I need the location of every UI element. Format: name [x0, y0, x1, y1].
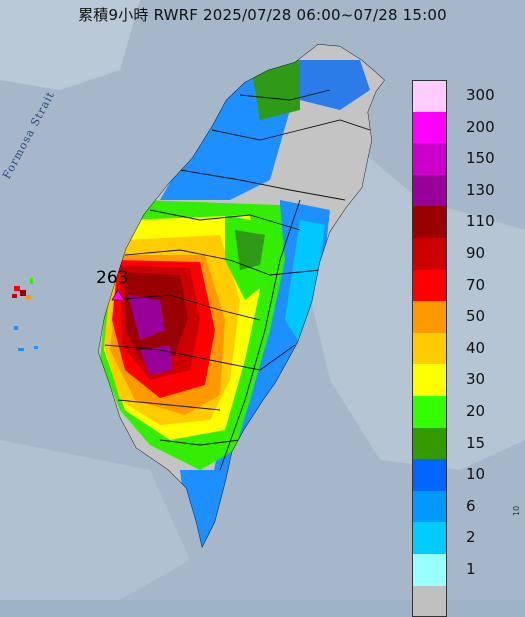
corner-mark: 10: [512, 506, 521, 516]
legend-label: 150: [466, 149, 495, 167]
legend-swatch: [412, 364, 447, 396]
map-title: 累積9小時 RWRF 2025/07/28 06:00~07/28 15:00: [0, 4, 525, 25]
legend-swatch: [412, 238, 447, 270]
legend-colorbar: [412, 80, 452, 617]
max-value-label: 263: [96, 268, 128, 288]
legend-label: 15: [466, 434, 485, 452]
legend-label: 90: [466, 244, 485, 262]
legend-label: 2: [466, 528, 476, 546]
legend-label: 10: [466, 465, 485, 483]
legend-swatch: [412, 80, 447, 112]
legend-label: 50: [466, 307, 485, 325]
legend-label: 6: [466, 497, 476, 515]
legend-swatch: [412, 206, 447, 238]
legend-swatch: [412, 396, 447, 428]
legend-swatch: [412, 522, 447, 554]
legend-swatch: [412, 459, 447, 491]
legend-label: 110: [466, 212, 495, 230]
legend-swatch: [412, 175, 447, 207]
legend-swatch: [412, 554, 447, 586]
legend-swatch: [412, 333, 447, 365]
legend-label: 20: [466, 402, 485, 420]
legend-label: 40: [466, 339, 485, 357]
legend-label: 200: [466, 118, 495, 136]
legend-swatch: [412, 143, 447, 175]
legend-label: 30: [466, 370, 485, 388]
legend-swatch: [412, 491, 447, 523]
legend-label: 300: [466, 86, 495, 104]
legend-swatch: [412, 301, 447, 333]
legend-swatch: [412, 112, 447, 144]
legend-label: 1: [466, 560, 476, 578]
legend-label: 70: [466, 276, 485, 294]
legend-label: 130: [466, 181, 495, 199]
legend-swatch: [412, 586, 447, 617]
legend-swatch: [412, 270, 447, 302]
legend-swatch: [412, 428, 447, 460]
